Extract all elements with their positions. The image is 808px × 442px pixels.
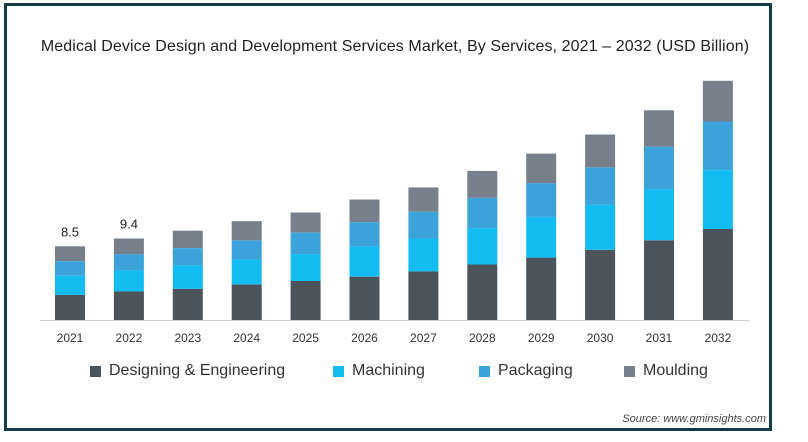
bar-designing-engineering-2032 bbox=[702, 229, 733, 320]
legend-item-packaging: Packaging bbox=[479, 362, 573, 380]
bar-packaging-2027 bbox=[408, 211, 439, 239]
legend-swatch bbox=[479, 365, 490, 377]
x-tick-label: 2028 bbox=[469, 331, 496, 345]
x-tick-label: 2024 bbox=[233, 331, 260, 345]
bar-packaging-2023 bbox=[172, 248, 203, 266]
bar-machining-2026 bbox=[349, 246, 380, 277]
x-tick-label: 2023 bbox=[174, 331, 201, 345]
bar-machining-2024 bbox=[231, 259, 262, 285]
legend-swatch bbox=[624, 365, 635, 377]
bar-moulding-2023 bbox=[172, 230, 203, 248]
bar-moulding-2032 bbox=[702, 80, 733, 122]
bar-designing-engineering-2028 bbox=[467, 264, 498, 320]
bar-designing-engineering-2025 bbox=[290, 281, 321, 320]
bar-designing-engineering-2027 bbox=[408, 271, 439, 320]
bar-designing-engineering-2023 bbox=[172, 288, 203, 320]
legend-item-designing-engineering: Designing & Engineering bbox=[90, 362, 285, 380]
data-label-2021: 8.5 bbox=[61, 224, 79, 239]
bar-machining-2027 bbox=[408, 238, 439, 272]
legend-item-moulding: Moulding bbox=[624, 362, 708, 380]
x-tick-label: 2032 bbox=[705, 331, 732, 345]
bar-moulding-2026 bbox=[349, 199, 380, 222]
x-tick-label: 2022 bbox=[116, 331, 143, 345]
legend-item-machining: Machining bbox=[333, 362, 425, 380]
bar-machining-2032 bbox=[702, 170, 733, 229]
bar-moulding-2024 bbox=[231, 221, 262, 241]
x-tick-label: 2029 bbox=[528, 331, 555, 345]
bar-designing-engineering-2022 bbox=[113, 291, 144, 320]
bar-packaging-2031 bbox=[644, 146, 674, 190]
bar-packaging-2022 bbox=[113, 254, 144, 271]
bar-moulding-2031 bbox=[644, 110, 674, 147]
x-tick-label: 2031 bbox=[646, 331, 673, 345]
bar-moulding-2021 bbox=[55, 246, 85, 261]
x-tick-label: 2026 bbox=[351, 331, 378, 345]
x-tick-label: 2021 bbox=[57, 331, 84, 345]
chart-title: Medical Device Design and Development Se… bbox=[40, 38, 750, 55]
bar-designing-engineering-2029 bbox=[526, 257, 557, 320]
bar-moulding-2025 bbox=[290, 212, 321, 233]
bar-packaging-2030 bbox=[585, 167, 616, 205]
bar-machining-2028 bbox=[467, 228, 498, 265]
x-tick-label: 2027 bbox=[410, 331, 437, 345]
bar-machining-2023 bbox=[172, 265, 203, 289]
bar-machining-2029 bbox=[526, 216, 557, 258]
source-note: Source: www.gminsights.com bbox=[622, 413, 766, 425]
stacked-bar-chart: 2021 8.5 2022 9.4 2023 2024 2025 2026 2027 2028 20… bbox=[40, 80, 750, 345]
bar-machining-2021 bbox=[55, 275, 85, 295]
legend-swatch bbox=[90, 365, 101, 377]
bar-moulding-2022 bbox=[113, 238, 144, 255]
x-tick-label: 2025 bbox=[292, 331, 319, 345]
bar-moulding-2029 bbox=[526, 153, 557, 184]
bar-packaging-2028 bbox=[467, 197, 498, 229]
legend-swatch bbox=[333, 365, 344, 377]
bar-moulding-2028 bbox=[467, 170, 498, 198]
legend-label: Designing & Engineering bbox=[109, 362, 286, 379]
x-tick-label: 2030 bbox=[587, 331, 614, 345]
legend-label: Machining bbox=[352, 362, 425, 379]
bar-machining-2031 bbox=[644, 189, 674, 241]
legend-label: Moulding bbox=[643, 362, 708, 379]
bar-packaging-2032 bbox=[702, 121, 733, 170]
legend-label: Packaging bbox=[498, 362, 573, 379]
bar-designing-engineering-2026 bbox=[349, 276, 380, 320]
bar-moulding-2030 bbox=[585, 134, 616, 168]
chart-legend: Designing & Engineering Machining Packagin… bbox=[0, 362, 790, 384]
bar-packaging-2029 bbox=[526, 183, 557, 217]
data-label-2022: 9.4 bbox=[120, 217, 138, 232]
bar-designing-engineering-2031 bbox=[644, 240, 674, 320]
bar-machining-2030 bbox=[585, 204, 616, 250]
bar-machining-2022 bbox=[113, 270, 144, 292]
bar-machining-2025 bbox=[290, 254, 321, 281]
bar-packaging-2026 bbox=[349, 222, 380, 247]
bar-designing-engineering-2030 bbox=[585, 249, 616, 320]
bar-moulding-2027 bbox=[408, 187, 439, 212]
bar-designing-engineering-2024 bbox=[231, 284, 262, 320]
bar-packaging-2025 bbox=[290, 232, 321, 255]
bar-designing-engineering-2021 bbox=[55, 294, 85, 320]
bar-packaging-2024 bbox=[231, 240, 262, 260]
bar-packaging-2021 bbox=[55, 261, 85, 276]
